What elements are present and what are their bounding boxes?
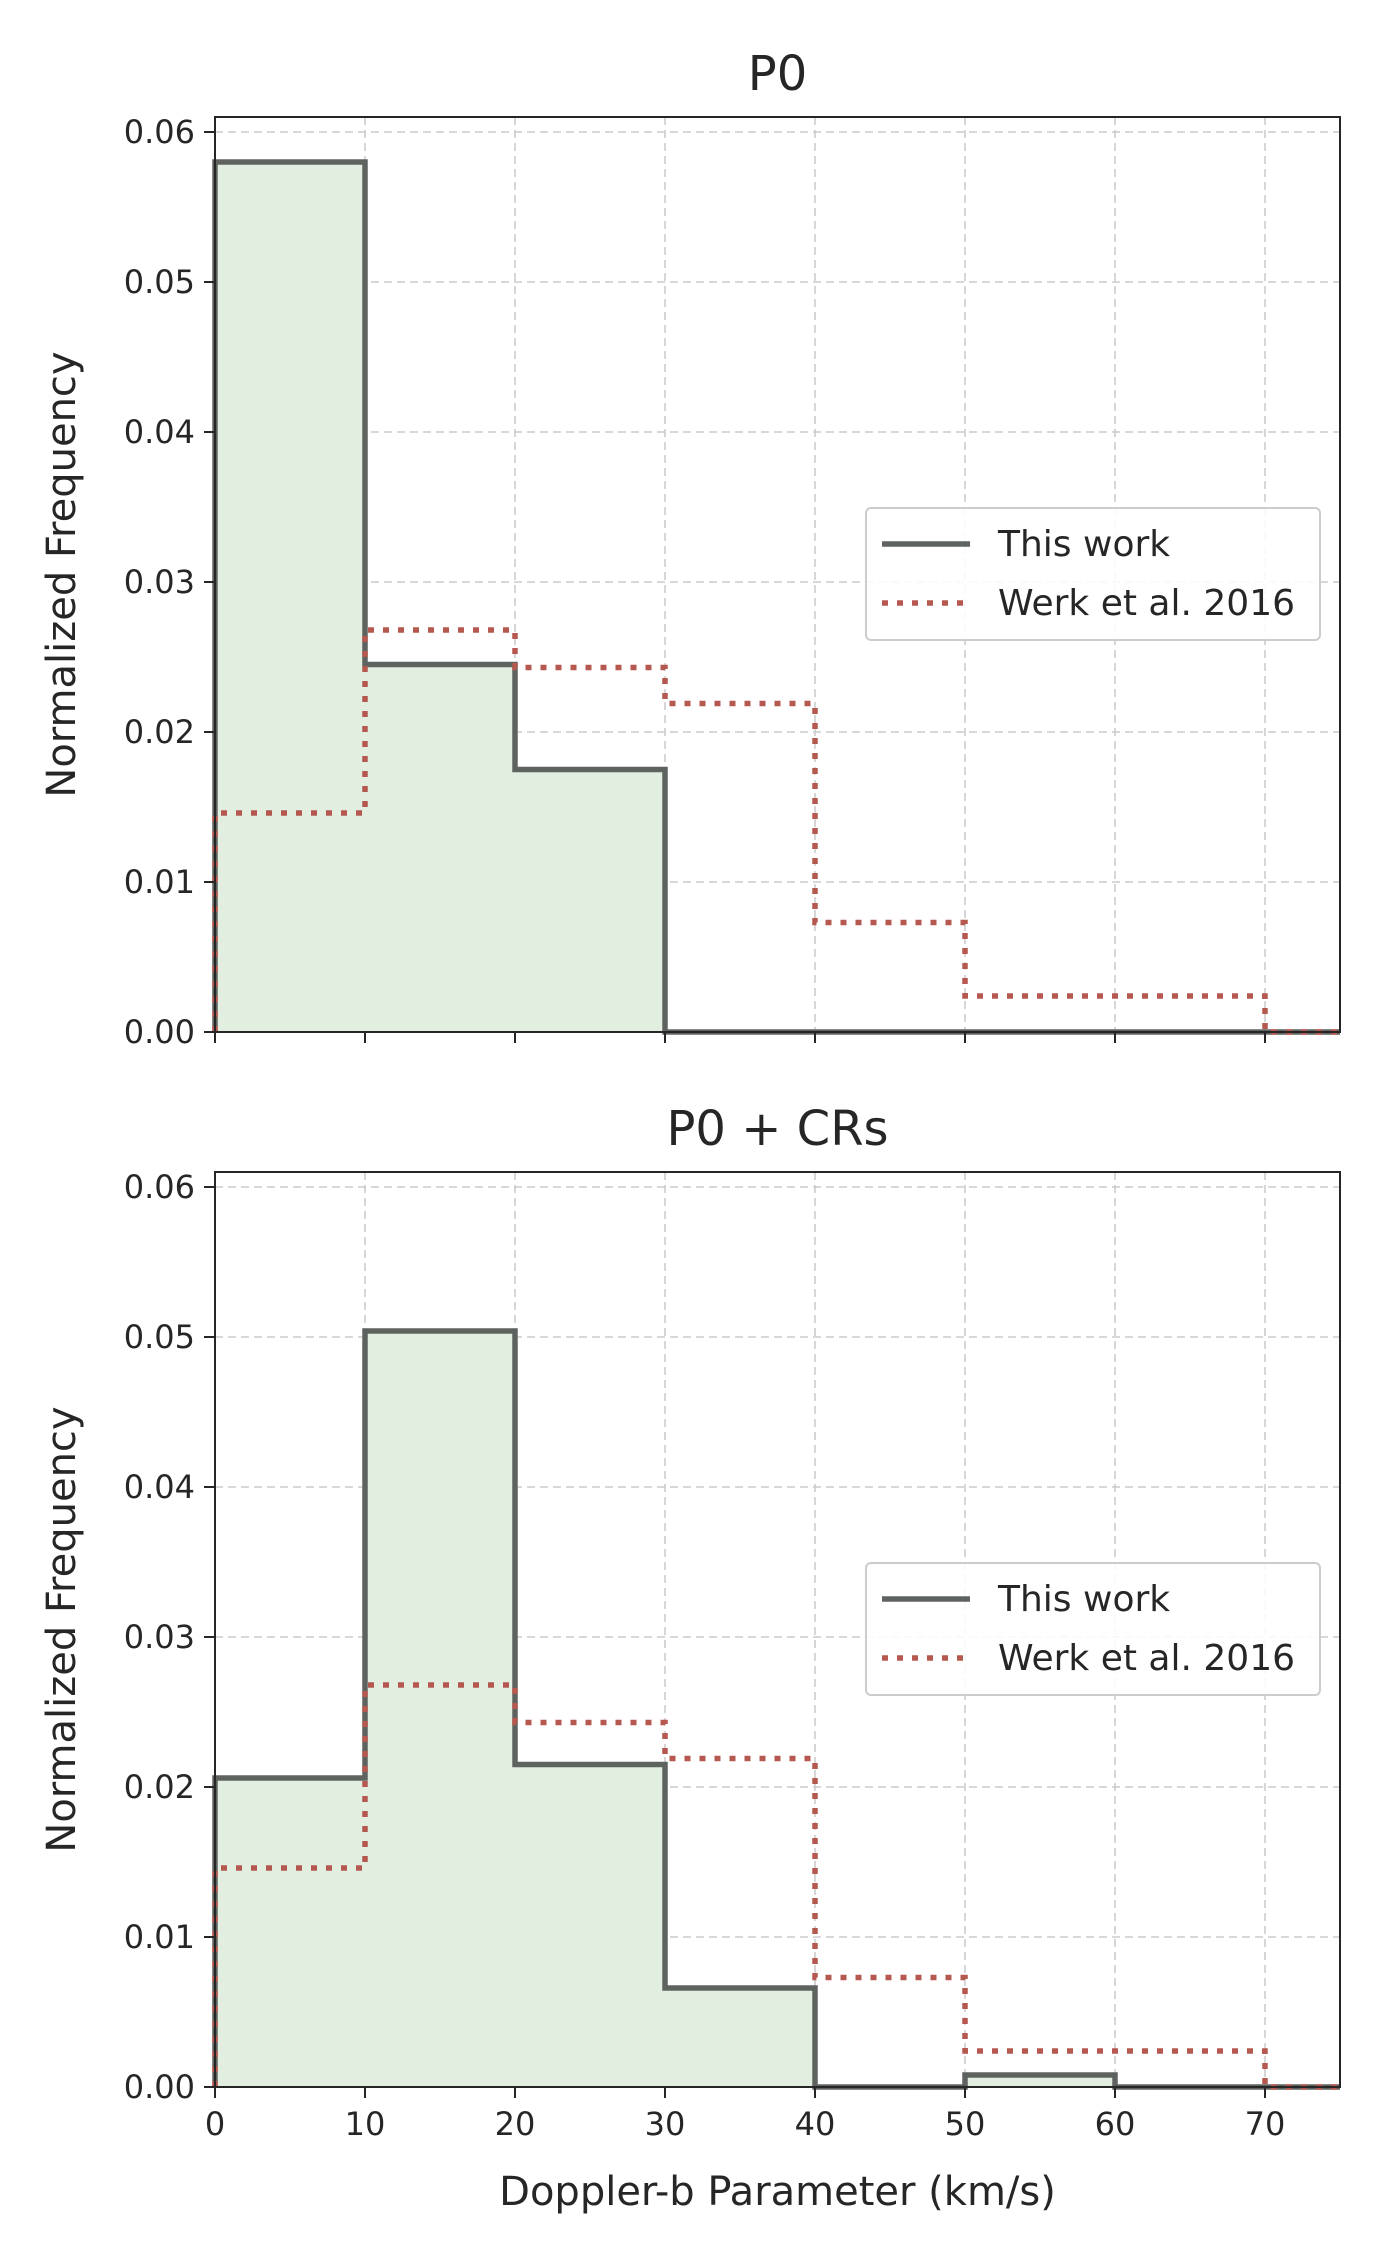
- x-tick-label: 0: [205, 2105, 225, 2143]
- x-tick-label: 50: [945, 2105, 986, 2143]
- legend-label: Werk et al. 2016: [998, 583, 1295, 624]
- y-tick-label: 0.00: [124, 2068, 195, 2106]
- x-tick-label: 20: [495, 2105, 536, 2143]
- axes-frame: [214, 1171, 1341, 2088]
- y-tick-label: 0.03: [124, 1618, 195, 1656]
- legend-label: Werk et al. 2016: [998, 1638, 1295, 1679]
- legend-label: This work: [997, 1579, 1170, 1620]
- x-tick-label: 70: [1245, 2105, 1286, 2143]
- y-tick-label: 0.06: [124, 1168, 195, 1206]
- x-tick-label: 10: [345, 2105, 386, 2143]
- werk-2016-step-line: [212, 1682, 1340, 2090]
- y-axis-label: Normalized Frequency: [39, 351, 85, 797]
- y-tick-label: 0.02: [124, 713, 195, 751]
- y-tick-label: 0.05: [124, 1318, 195, 1356]
- panel-title: P0: [748, 46, 807, 102]
- histogram-bar: [515, 769, 665, 1032]
- y-tick-label: 0.00: [124, 1013, 195, 1051]
- histogram-bar: [215, 1778, 365, 2087]
- x-tick-label: 30: [645, 2105, 686, 2143]
- x-tick-label: 60: [1095, 2105, 1136, 2143]
- x-axis-label: Doppler-b Parameter (km/s): [499, 2169, 1056, 2215]
- y-tick-label: 0.01: [124, 863, 195, 901]
- panel-p0-crs: 0 10 20 30 40 50 60 70 0.00 0.01 0.02 0.03 0.04 0.05 0…: [39, 1101, 1341, 2215]
- histogram-bar: [515, 1764, 665, 2087]
- y-tick-label: 0.01: [124, 1918, 195, 1956]
- axes-frame: [214, 116, 1341, 1033]
- legend: This work Werk et al. 2016: [865, 507, 1321, 641]
- histogram-bar: [365, 664, 515, 1032]
- histogram-bar: [965, 2075, 1115, 2087]
- x-tick-label: 40: [795, 2105, 836, 2143]
- werk-2016-step-line: [212, 627, 1340, 1035]
- legend-label: This work: [997, 524, 1170, 565]
- y-tick-label: 0.05: [124, 263, 195, 301]
- histogram-bar: [665, 1988, 815, 2087]
- histogram-bar: [215, 162, 365, 1032]
- y-axis-label: Normalized Frequency: [39, 1406, 85, 1852]
- histogram-bar: [365, 1331, 515, 2087]
- legend-box: [865, 507, 1321, 641]
- panel-title: P0 + CRs: [666, 1101, 888, 1157]
- legend-box: [865, 1562, 1321, 1696]
- y-tick-label: 0.04: [124, 1468, 195, 1506]
- y-tick-label: 0.02: [124, 1768, 195, 1806]
- panel-p0: 0.00 0.01 0.02 0.03 0.04 0.05 0.06 P0 Normalized…: [39, 46, 1341, 1051]
- y-tick-label: 0.06: [124, 113, 195, 151]
- y-tick-label: 0.04: [124, 413, 195, 451]
- y-tick-label: 0.03: [124, 563, 195, 601]
- legend: This work Werk et al. 2016: [865, 1562, 1321, 1696]
- this-work-step-line: [212, 1328, 1340, 2090]
